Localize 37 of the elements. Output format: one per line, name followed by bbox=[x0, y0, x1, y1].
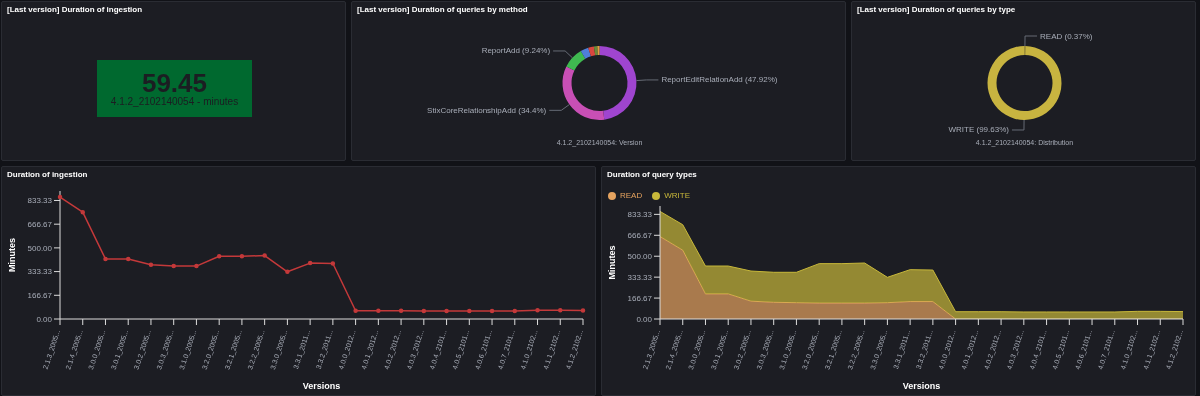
x-axis-title: Versions bbox=[302, 381, 341, 391]
y-tick-label: 833.33 bbox=[627, 210, 653, 220]
legend-label: WRITE bbox=[664, 191, 691, 200]
slice-label: ReportEditRelationAdd (47.92%) bbox=[661, 75, 778, 85]
y-tick-label: 666.67 bbox=[27, 220, 53, 230]
y-tick-label: 333.33 bbox=[627, 272, 653, 282]
chart-title: [Last version] Duration of queries by type bbox=[857, 5, 1016, 14]
text: 4.1.2_2102140054 - minutes bbox=[110, 96, 239, 107]
slice-label: WRITE (99.63%) bbox=[948, 125, 1010, 135]
y-tick-label: 0.00 bbox=[36, 314, 53, 324]
donut-slice bbox=[580, 47, 591, 59]
text: 59.45 bbox=[141, 68, 208, 98]
y-tick-label: 833.33 bbox=[27, 196, 53, 206]
legend-label: READ bbox=[620, 191, 643, 200]
donut-slice bbox=[593, 46, 598, 56]
slice-label: StixCoreRelationshipAdd (34.4%) bbox=[427, 105, 547, 115]
y-axis-title: Minutes bbox=[607, 245, 618, 280]
y-tick-label: 166.67 bbox=[627, 293, 653, 303]
y-axis-title: Minutes bbox=[7, 237, 18, 273]
slice-label: READ (0.37%) bbox=[1040, 31, 1093, 41]
chart-title: Duration of query types bbox=[607, 170, 697, 179]
donut-slice bbox=[566, 51, 586, 71]
y-tick-label: 0.00 bbox=[636, 314, 653, 324]
y-tick-label: 500.00 bbox=[27, 243, 53, 253]
y-tick-label: 666.67 bbox=[627, 231, 653, 241]
chart-title: [Last version] Duration of queries by method bbox=[357, 5, 528, 14]
chart-title: Duration of ingestion bbox=[7, 170, 88, 179]
donut-slice bbox=[588, 46, 596, 57]
donut-slice bbox=[597, 46, 600, 56]
x-axis-title: Versions bbox=[902, 381, 941, 391]
text: [Last version] Duration of ingestion bbox=[7, 5, 143, 14]
y-tick-label: 500.00 bbox=[627, 252, 653, 262]
slice-label: ReportAdd (9.24%) bbox=[481, 46, 551, 56]
donut-slice bbox=[599, 46, 637, 120]
y-tick-label: 166.67 bbox=[27, 291, 53, 301]
y-tick-label: 333.33 bbox=[27, 267, 53, 277]
donut-slice bbox=[562, 66, 605, 120]
